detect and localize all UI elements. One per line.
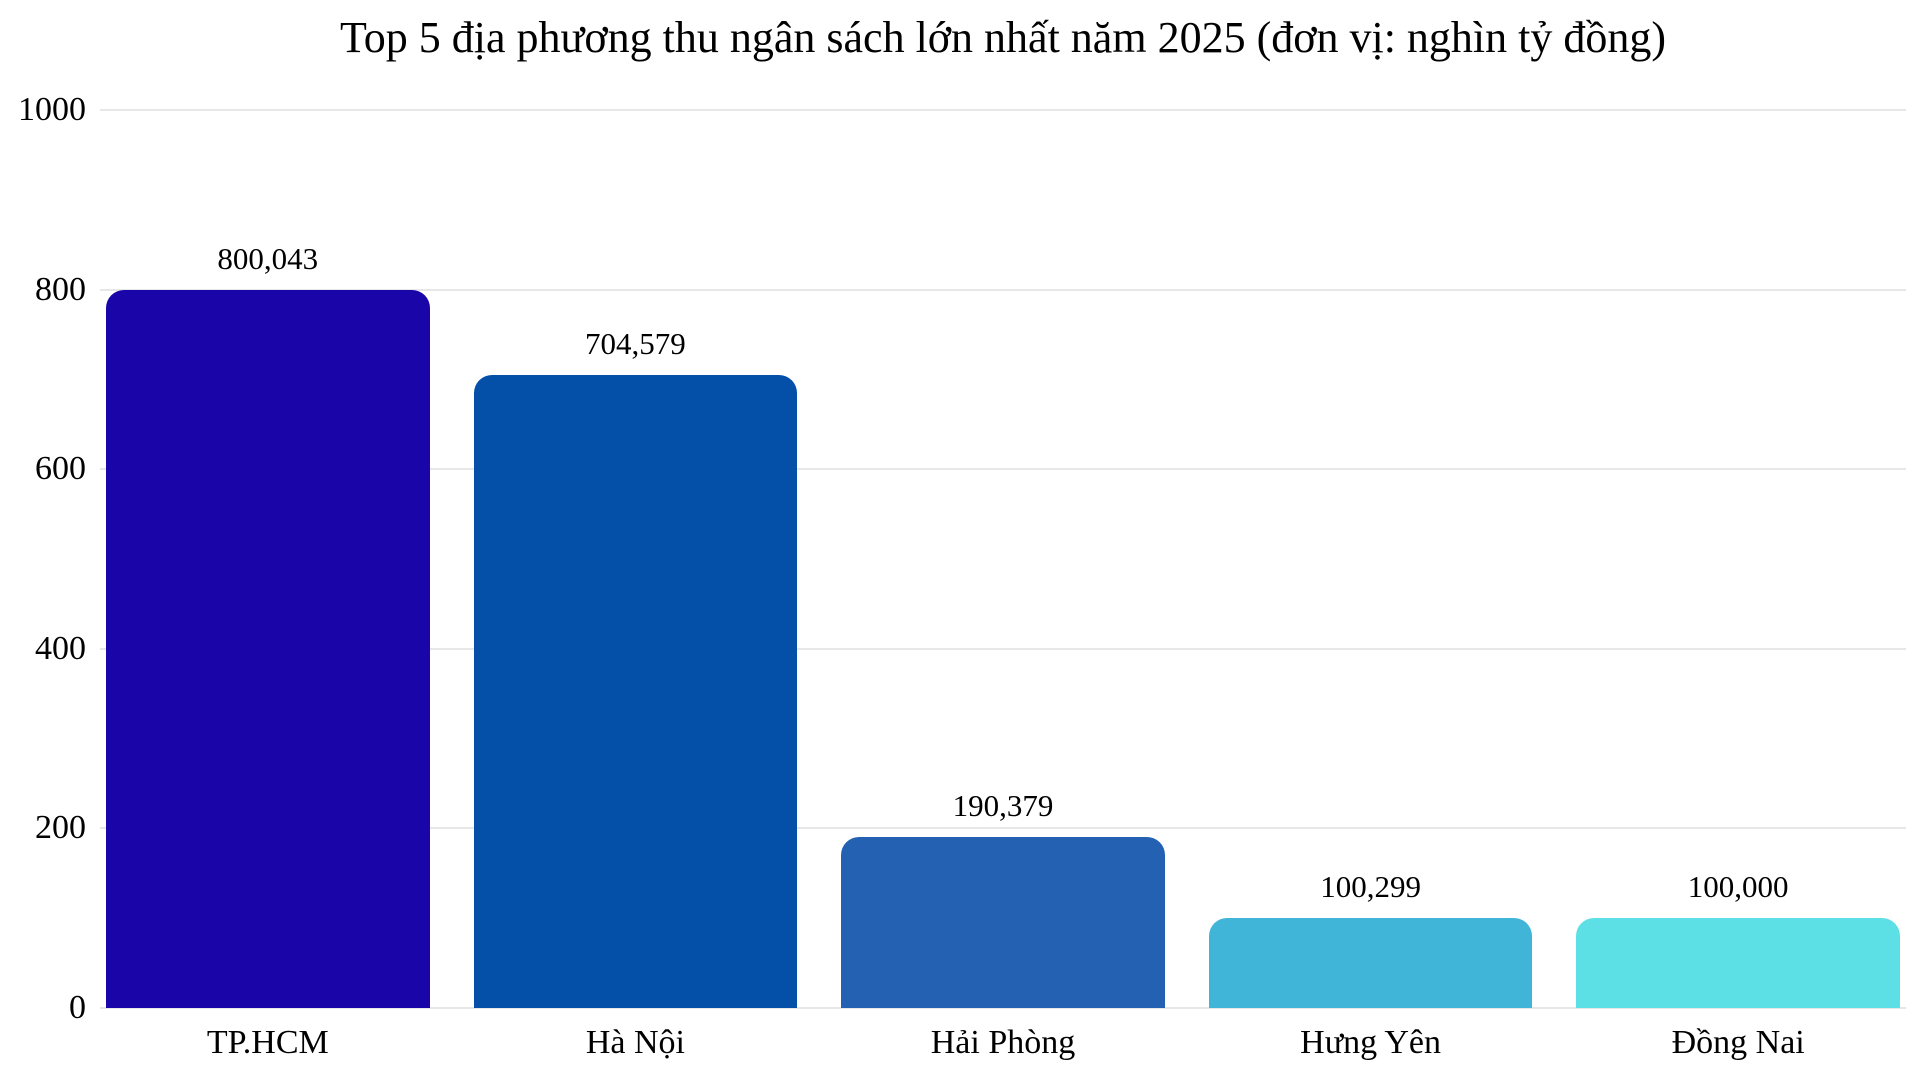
plot-area: 800,043 TP.HCM 704,579 Hà Nội 190,379 Hải Phò… (100, 109, 1906, 1060)
gridline (100, 647, 1906, 650)
bar-value-label: 704,579 (585, 326, 686, 362)
y-axis-tick-label: 600 (35, 450, 86, 488)
y-axis-tick-label: 400 (35, 629, 86, 667)
y-axis-tick-label: 800 (35, 270, 86, 308)
bar (1208, 917, 1533, 1008)
x-axis-category-label: Đồng Nai (1671, 1024, 1805, 1061)
bar-value-label: 100,000 (1687, 869, 1789, 905)
gridline (100, 827, 1906, 830)
bar (473, 375, 798, 1008)
bar-column: 100,299 Hưng Yên (1208, 110, 1533, 1060)
gridline (100, 109, 1906, 111)
bar (841, 837, 1165, 1008)
y-axis-tick-label: 200 (35, 809, 86, 847)
bar-value-label: 800,043 (217, 240, 319, 276)
y-axis-tick-label: 1000 (18, 91, 86, 128)
x-axis-category-label: Hưng Yên (1300, 1024, 1442, 1061)
gridline (100, 468, 1906, 471)
y-axis: 0 200 400 600 800 1000 (0, 93, 86, 1025)
gridline (100, 288, 1906, 291)
gridline (100, 1007, 1906, 1009)
bar (1576, 918, 1900, 1008)
chart-title: Top 5 địa phương thu ngân sách lớn nhất … (339, 13, 1667, 62)
bar-column: 800,043 TP.HCM (106, 110, 430, 1060)
bar-column: 190,379 Hải Phòng (841, 110, 1165, 1060)
bars-container: 800,043 TP.HCM 704,579 Hà Nội 190,379 Hải Phò… (106, 110, 1900, 1060)
bar-value-label: 190,379 (952, 788, 1054, 824)
x-axis-category-label: TP.HCM (206, 1024, 329, 1061)
bar-column: 100,000 Đồng Nai (1576, 110, 1900, 1060)
x-axis-category-label: Hải Phòng (930, 1024, 1076, 1061)
bar (106, 289, 430, 1008)
bar-value-label: 100,299 (1320, 868, 1421, 904)
bar-column: 704,579 Hà Nội (473, 110, 798, 1060)
y-axis-tick-label: 0 (69, 989, 86, 1026)
x-axis-category-label: Hà Nội (585, 1024, 685, 1061)
